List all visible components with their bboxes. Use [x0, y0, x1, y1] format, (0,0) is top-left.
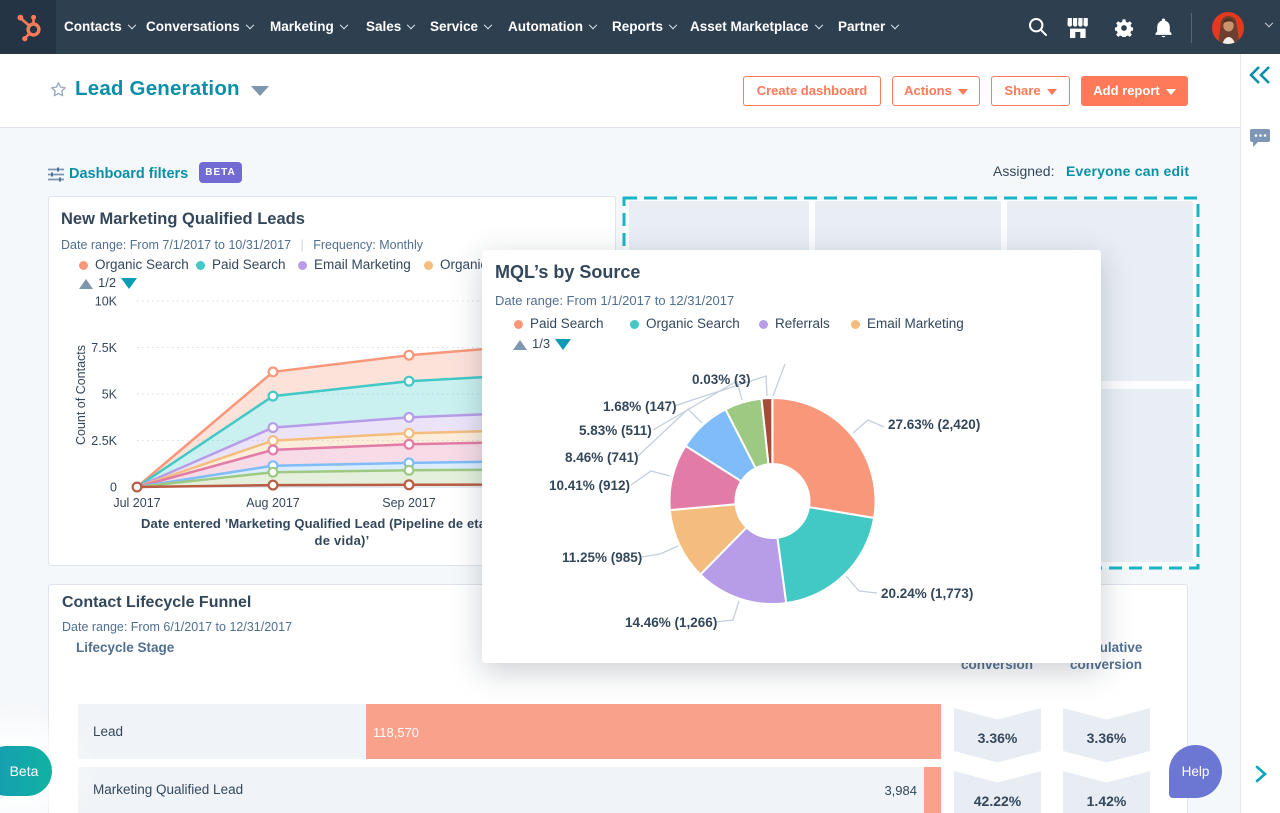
- svg-text:Aug 2017: Aug 2017: [246, 496, 300, 510]
- svg-text:Jul 2017: Jul 2017: [113, 496, 160, 510]
- svg-text:42.22%: 42.22%: [974, 793, 1022, 809]
- svg-text:27.63% (2,420): 27.63% (2,420): [888, 417, 980, 432]
- svg-text:1.68% (147): 1.68% (147): [603, 399, 677, 414]
- svg-text:8.46% (741): 8.46% (741): [565, 450, 639, 465]
- svg-text:2.5K: 2.5K: [91, 434, 117, 448]
- svg-text:10K: 10K: [95, 295, 118, 309]
- svg-text:1.42%: 1.42%: [1087, 793, 1127, 809]
- svg-text:20.24% (1,773): 20.24% (1,773): [881, 586, 973, 601]
- svg-text:0: 0: [110, 481, 117, 495]
- svg-text:3.36%: 3.36%: [1087, 730, 1127, 746]
- svg-text:14.46% (1,266): 14.46% (1,266): [625, 615, 717, 630]
- svg-text:7.5K: 7.5K: [91, 341, 117, 355]
- svg-text:10.41% (912): 10.41% (912): [549, 478, 630, 493]
- svg-text:5.83% (511): 5.83% (511): [579, 423, 652, 438]
- svg-text:5K: 5K: [102, 388, 118, 402]
- svg-text:Sep 2017: Sep 2017: [382, 496, 436, 510]
- svg-text:0.03% (3): 0.03% (3): [692, 372, 751, 387]
- svg-text:11.25% (985): 11.25% (985): [562, 550, 642, 565]
- svg-text:3.36%: 3.36%: [978, 730, 1018, 746]
